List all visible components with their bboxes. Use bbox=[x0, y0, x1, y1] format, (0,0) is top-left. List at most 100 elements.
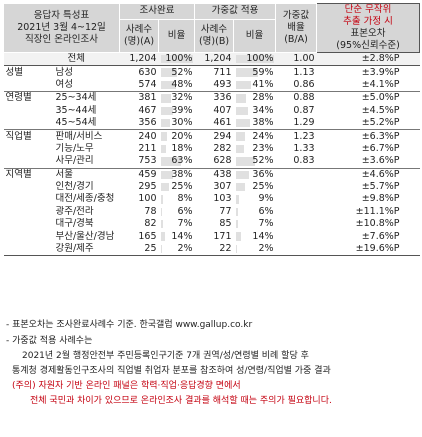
weighted-cases-cell: 103 bbox=[213, 193, 232, 205]
ratio-value: 38% bbox=[252, 117, 274, 129]
cases-cell: 467 bbox=[138, 104, 157, 116]
weighted-cases-cell: 336 bbox=[194, 91, 234, 105]
cases-cell: 82 bbox=[144, 218, 157, 230]
error-cell: ±19.6%P bbox=[316, 242, 420, 257]
ratio-value: 25% bbox=[171, 181, 193, 193]
multiplier-cell: 1.00 bbox=[275, 51, 317, 67]
ratio-cell: 63% bbox=[159, 155, 195, 168]
ratio-value: 39% bbox=[171, 104, 193, 116]
ratio-value: 34% bbox=[252, 104, 274, 116]
row-group-label bbox=[4, 155, 48, 168]
ratio-bar bbox=[160, 195, 164, 204]
ratio-bar bbox=[235, 195, 239, 204]
row-group-label bbox=[4, 79, 48, 92]
row-label: 기능/노무 bbox=[55, 142, 94, 154]
cases-cell: 165 bbox=[138, 230, 157, 242]
ratio-bar bbox=[235, 170, 250, 179]
ratio-value: 100% bbox=[165, 53, 193, 65]
multiplier-cell bbox=[276, 206, 317, 218]
weighted-ratio-header: 비율 bbox=[233, 18, 277, 54]
ratio-bar bbox=[160, 232, 165, 241]
note-weight-intro: - 가중값 적용 사례수는 bbox=[6, 336, 93, 346]
multiplier-cell: 1.13 bbox=[275, 65, 317, 79]
table-row: 45~54세 356 30% 461 38% 1.29 ±5.2%P bbox=[4, 117, 420, 130]
table-row: 성별 남성 630 52% 711 59% 1.13 ±3.9%P bbox=[3, 65, 420, 79]
survey-method: 직장인 온라인조사 bbox=[25, 34, 98, 45]
ratio-bar bbox=[160, 207, 163, 217]
table-title-line: 응답자 특성표 bbox=[33, 10, 90, 21]
weighted-ratio-cell: 25% bbox=[234, 181, 276, 193]
multiplier-header: 가중값 배율 (B/A) bbox=[275, 3, 318, 53]
ratio-value: 7% bbox=[258, 218, 274, 230]
multiplier-cell: 0.86 bbox=[293, 78, 315, 90]
ratio-bar bbox=[235, 55, 274, 64]
weighted-cases-cell: 461 bbox=[213, 117, 232, 129]
cases-cell: 1,204 bbox=[119, 51, 159, 67]
row-group-label: 지역별 bbox=[3, 167, 48, 181]
ratio-bar bbox=[160, 170, 173, 179]
error-cell: ±4.5%P bbox=[361, 104, 400, 116]
ratio-value: 2% bbox=[177, 243, 193, 255]
ratio-value: 18% bbox=[171, 142, 193, 154]
ratio-value: 36% bbox=[252, 168, 274, 180]
table-row: 여성 574 48% 493 41% 0.86 ±4.1%P bbox=[4, 79, 420, 92]
note-error-basis: - 표본오차는 조사완료사례수 기준. 한국갤럽 www.gallup.co.k… bbox=[6, 320, 253, 330]
multiplier-cell: 0.87 bbox=[293, 104, 315, 116]
error-cell: ±6.7%P bbox=[361, 142, 400, 154]
ratio-bar bbox=[235, 157, 256, 166]
note-caution: (주의) 자원자 기반 온라인 패널은 학력·직업·응답경향 면에서 bbox=[12, 381, 241, 392]
caution-label: (주의) bbox=[12, 381, 36, 391]
weighted-cases-cell: 77 bbox=[219, 205, 232, 217]
row-group-label bbox=[4, 105, 48, 117]
weighted-ratio-cell: 59% bbox=[233, 65, 276, 79]
row-label: 남성 bbox=[47, 65, 120, 79]
weighted-ratio-cell: 9% bbox=[234, 193, 276, 205]
ratio-value: 41% bbox=[252, 78, 274, 90]
multiplier-cell: 1.33 bbox=[293, 142, 315, 154]
weighted-cases-cell: 294 bbox=[194, 129, 234, 143]
cases-cell: 78 bbox=[144, 205, 157, 217]
ratio-cell: 32% bbox=[158, 91, 195, 105]
ratio-bar bbox=[235, 144, 245, 154]
weighted-cases-cell: 282 bbox=[213, 142, 232, 154]
error-cell: ±9.8%P bbox=[361, 193, 400, 205]
ratio-value: 38% bbox=[171, 168, 193, 180]
weighted-cases-cell: 171 bbox=[213, 230, 232, 242]
table-row: 대구/경북 82 7% 85 7% ±10.8%P bbox=[4, 218, 420, 230]
cases-cell: 295 bbox=[138, 181, 157, 193]
table-row: 광주/전라 78 6% 77 6% ±11.1%P bbox=[4, 206, 420, 218]
error-cell: ±5.7%P bbox=[361, 181, 400, 193]
ratio-value: 100% bbox=[246, 53, 274, 65]
error-header: 단순 무작위 추출 가정 시 표본오차 (95%신뢰수준) bbox=[316, 3, 421, 53]
row-group-label bbox=[4, 143, 48, 155]
ratio-value: 63% bbox=[171, 155, 193, 167]
weighted-ratio-cell: 23% bbox=[234, 143, 276, 155]
ratio-value: 30% bbox=[171, 117, 193, 129]
ratio-bar bbox=[235, 220, 239, 229]
ratio-cell: 38% bbox=[158, 167, 195, 181]
ratio-cell: 18% bbox=[159, 143, 195, 155]
table-row: 지역별 서울 459 38% 438 36% ±4.6%P bbox=[3, 167, 420, 181]
weighted-cases-header: 사례수 (명)(B) bbox=[194, 18, 235, 54]
row-group-label bbox=[4, 117, 48, 130]
row-label: 부산/울산/경남 bbox=[55, 230, 115, 242]
multiplier-cell bbox=[276, 193, 317, 205]
header-row-1: 응답자 특성표 2021년 3월 4~12일 직장인 온라인조사 조사완료 가중… bbox=[2, 3, 421, 53]
header-row-2: 사례수 (명)(A) 비율 사례수 (명)(B) 비율 bbox=[4, 18, 420, 54]
ratio-cell: 14% bbox=[159, 230, 195, 242]
ratio-value: 32% bbox=[171, 92, 193, 104]
cases-cell: 356 bbox=[138, 117, 157, 129]
weighted-ratio-cell: 6% bbox=[234, 206, 276, 218]
ratio-value: 14% bbox=[252, 230, 274, 242]
ratio-cell: 20% bbox=[158, 129, 195, 143]
ratio-cell: 52% bbox=[158, 65, 195, 79]
ratio-bar bbox=[160, 55, 193, 64]
ratio-value: 52% bbox=[252, 155, 274, 167]
weighted-ratio-cell: 34% bbox=[234, 105, 276, 117]
row-group-label bbox=[4, 181, 48, 193]
row-group-label bbox=[3, 242, 48, 257]
ratio-cell: 30% bbox=[159, 117, 195, 130]
row-group-label bbox=[3, 51, 48, 67]
ratio-value: 25% bbox=[252, 181, 274, 193]
cases-cell: 100 bbox=[138, 193, 157, 205]
